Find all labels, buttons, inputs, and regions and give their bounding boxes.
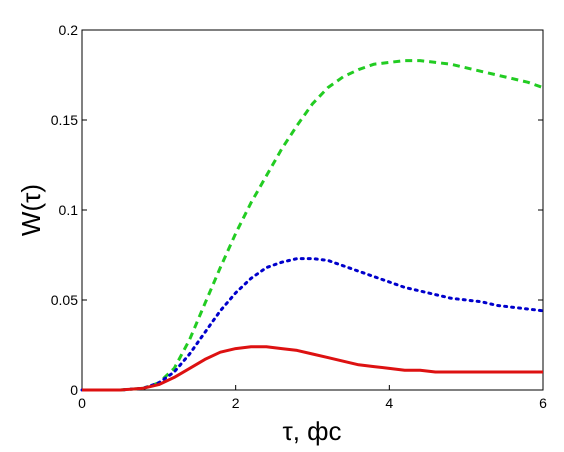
- x-tick-label: 6: [539, 395, 547, 411]
- y-axis-label: W(τ): [16, 184, 46, 236]
- series-line-dotted: [80, 257, 545, 392]
- x-tick-label: 0: [78, 395, 86, 411]
- y-tick-label: 0.15: [51, 112, 78, 128]
- x-tick-label: 4: [385, 395, 393, 411]
- x-axis-label: τ, фс: [282, 416, 341, 446]
- y-axis-ticks: 0 0.05 0.1 0.15 0.2: [51, 22, 543, 398]
- series-line-solid: [82, 345, 543, 392]
- plot-frame: [81, 29, 544, 391]
- x-axis-ticks: 0 2 4 6: [78, 385, 547, 411]
- y-tick-label: 0: [70, 382, 78, 398]
- y-tick-label: 0.1: [59, 202, 79, 218]
- x-tick-label: 2: [232, 395, 240, 411]
- series-line-dashed: [82, 59, 544, 392]
- y-tick-label: 0.05: [51, 292, 78, 308]
- series-layer: [80, 59, 545, 392]
- y-tick-label: 0.2: [59, 22, 79, 38]
